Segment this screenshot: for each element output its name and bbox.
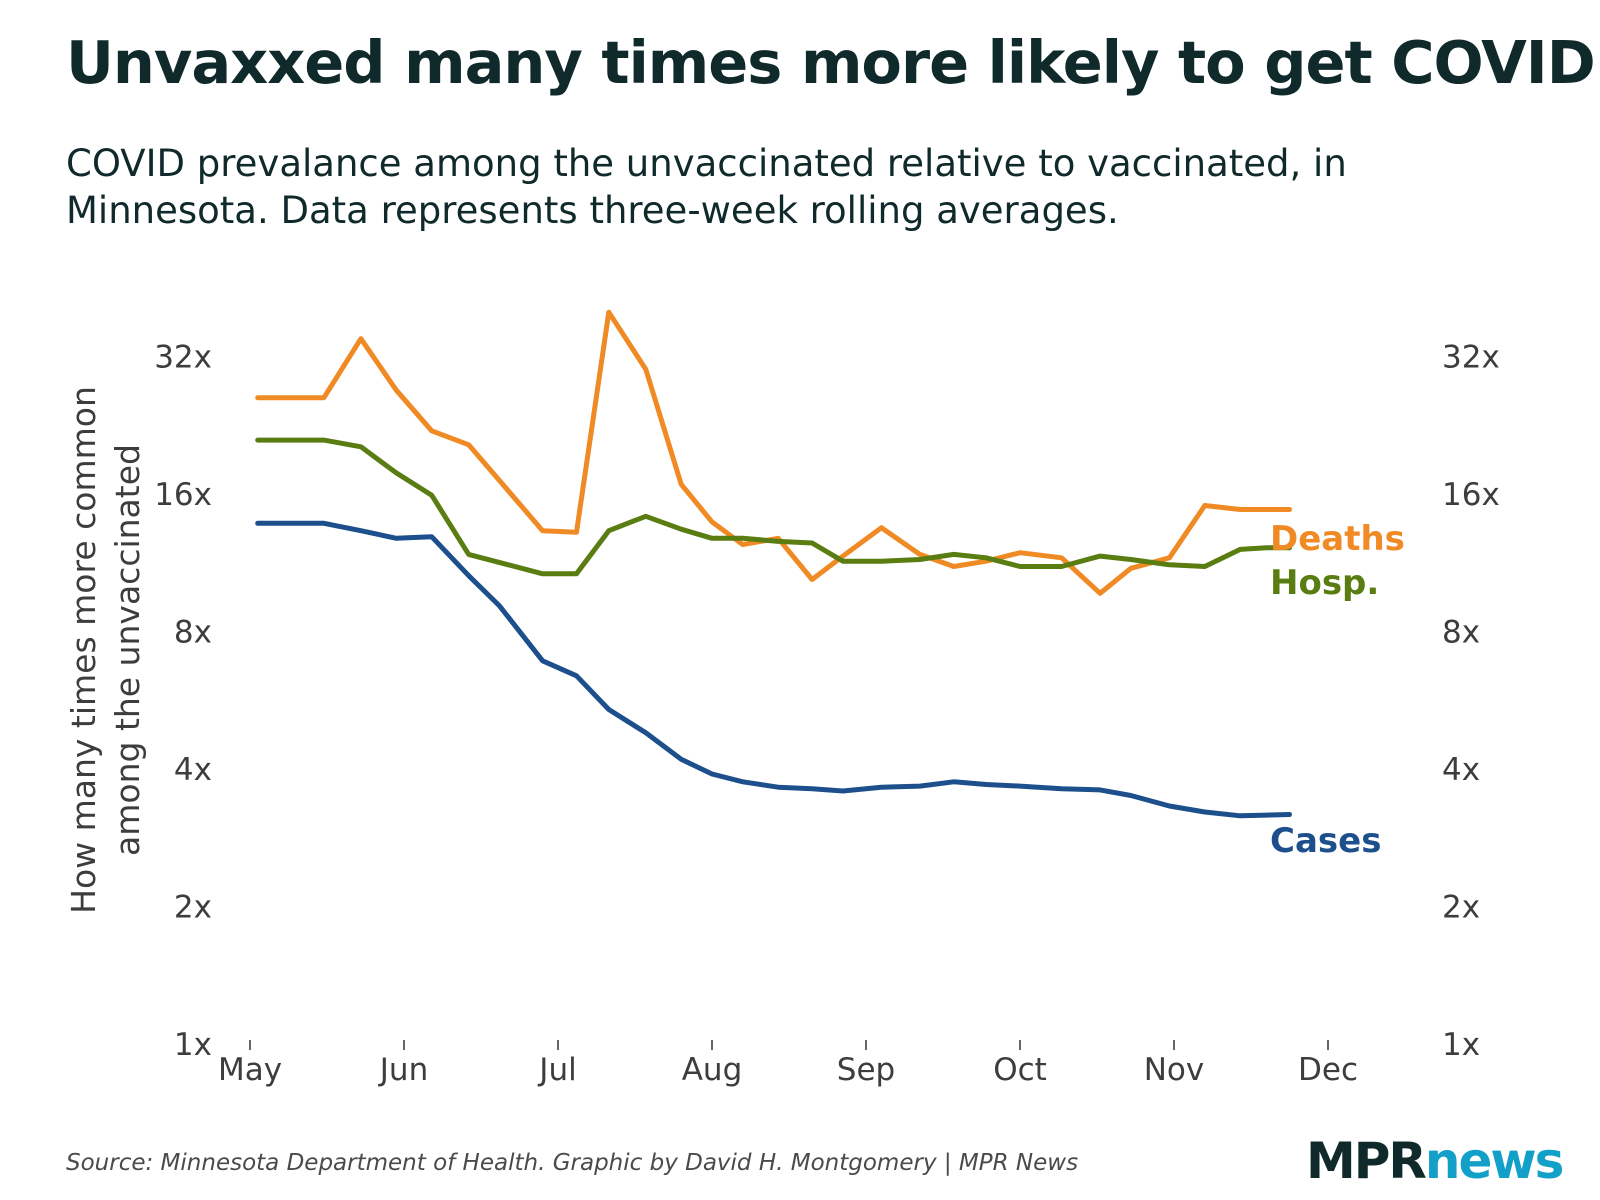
series-label-deaths: Deaths xyxy=(1270,519,1405,559)
y-tick-left-4x: 4x xyxy=(174,752,212,788)
y-tick-left-8x: 8x xyxy=(174,615,212,651)
mpr-news-logo[interactable]: MPRnews xyxy=(1306,1132,1564,1190)
y-axis-left: 1x 2x 4x 8x 16x 32x xyxy=(154,340,212,1064)
y-tick-right-16x: 16x xyxy=(1442,477,1500,513)
series-label-cases: Cases xyxy=(1270,821,1381,861)
y-tick-left-2x: 2x xyxy=(174,890,212,926)
y-tick-left-16x: 16x xyxy=(154,477,212,513)
series-line-cases xyxy=(255,520,1292,819)
series-label-hosp: Hosp. xyxy=(1270,563,1379,603)
y-tick-left-32x: 32x xyxy=(154,340,212,376)
x-tick-jul: Jul xyxy=(537,1052,576,1088)
y-tick-right-8x: 8x xyxy=(1442,615,1480,651)
series-line-hosp xyxy=(255,437,1292,577)
source-note: Source: Minnesota Department of Health. … xyxy=(66,1150,1079,1176)
y-tick-right-1x: 1x xyxy=(1442,1027,1480,1063)
x-axis: May Jun Jul Aug Sep Oct Nov Dec xyxy=(218,1040,1358,1088)
x-tick-aug: Aug xyxy=(682,1052,743,1088)
series-line-deaths xyxy=(255,309,1292,596)
y-axis-title: How many times more common among the unva… xyxy=(64,386,147,914)
chart-subtitle: COVID prevalance among the unvaccinated … xyxy=(66,142,1347,232)
x-tick-jun: Jun xyxy=(378,1052,428,1088)
y-axis-title-line-1: How many times more common xyxy=(64,386,103,914)
chart-title: Unvaxxed many times more likely to get C… xyxy=(66,28,1596,97)
y-axis-right: 1x 2x 4x 8x 16x 32x xyxy=(1442,340,1500,1064)
x-tick-nov: Nov xyxy=(1144,1052,1205,1088)
y-tick-right-4x: 4x xyxy=(1442,752,1480,788)
logo-news: news xyxy=(1424,1132,1564,1190)
y-tick-right-2x: 2x xyxy=(1442,890,1480,926)
y-axis-title-line-2: among the unvaccinated xyxy=(108,444,147,856)
logo-mpr: MPR xyxy=(1306,1132,1427,1190)
x-tick-dec: Dec xyxy=(1298,1052,1358,1088)
series-lines xyxy=(255,309,1292,819)
y-tick-left-1x: 1x xyxy=(174,1027,212,1063)
x-tick-oct: Oct xyxy=(993,1052,1047,1088)
y-tick-right-32x: 32x xyxy=(1442,340,1500,376)
x-tick-sep: Sep xyxy=(837,1052,895,1088)
x-tick-may: May xyxy=(218,1052,282,1088)
